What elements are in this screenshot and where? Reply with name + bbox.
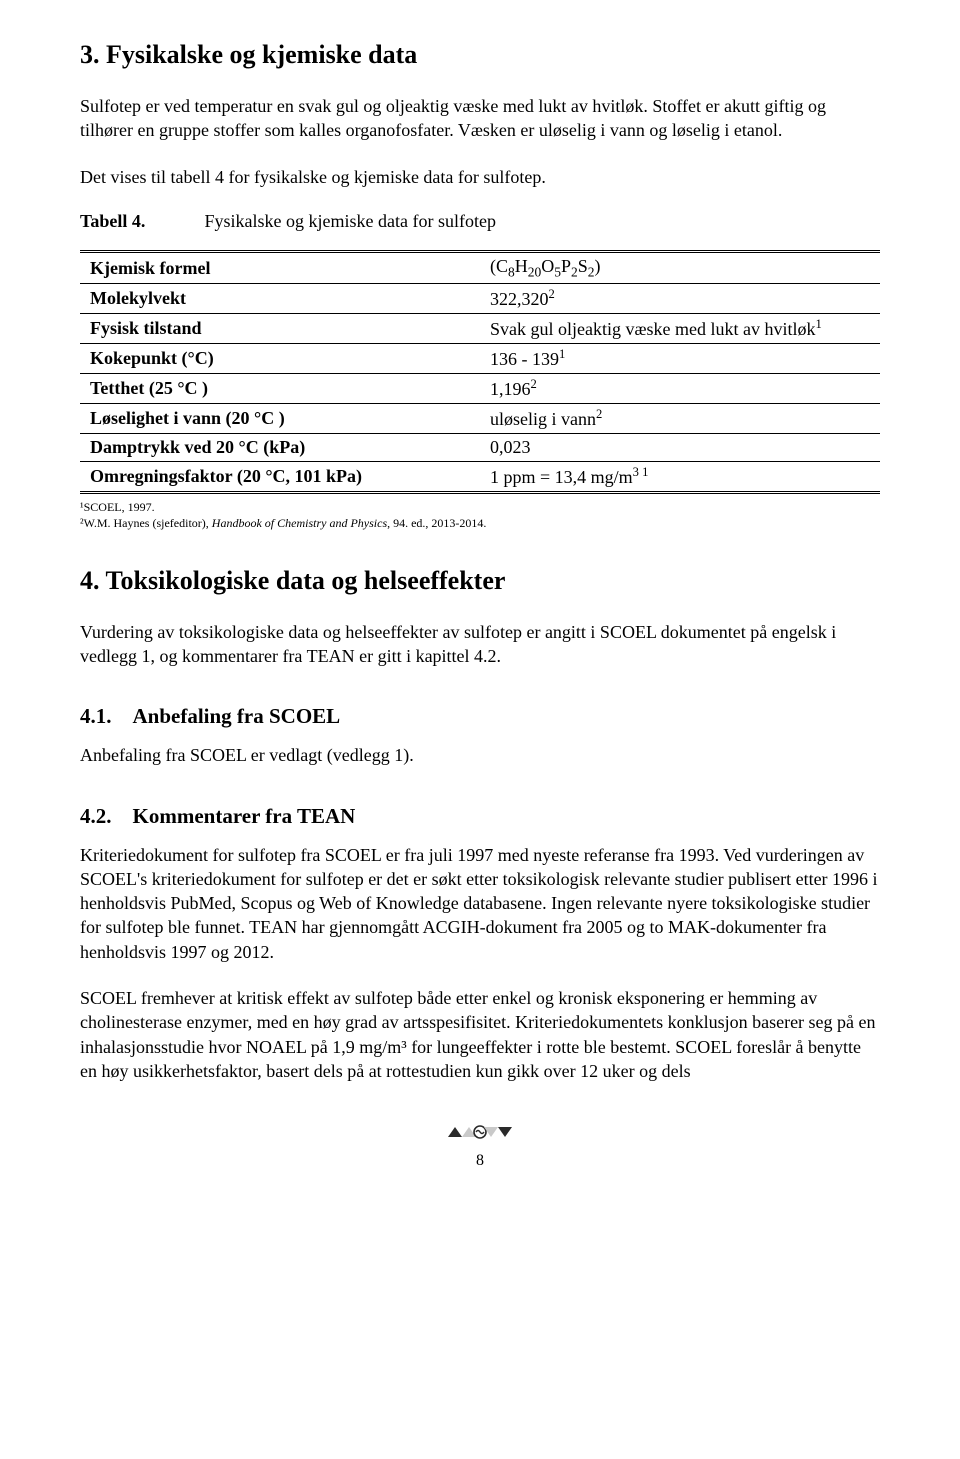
table-cell-key: Kjemisk formel bbox=[80, 251, 480, 284]
section-4-2-para-2: SCOEL fremhever at kritisk effekt av sul… bbox=[80, 986, 880, 1083]
table-cell-key: Tetthet (25 °C ) bbox=[80, 374, 480, 404]
table-cell-value: 322,3202 bbox=[480, 284, 880, 314]
table-4-caption: Tabell 4. Fysikalske og kjemiske data fo… bbox=[80, 211, 880, 232]
table-cell-value: Svak gul oljeaktig væske med lukt av hvi… bbox=[480, 314, 880, 344]
table-cell-key: Fysisk tilstand bbox=[80, 314, 480, 344]
table-cell-value: 0,023 bbox=[480, 434, 880, 462]
table-4: Kjemisk formel(C8H20O5P2S2)Molekylvekt32… bbox=[80, 250, 880, 495]
page-number: 8 bbox=[80, 1152, 880, 1170]
table-cell-value: (C8H20O5P2S2) bbox=[480, 251, 880, 284]
table-4-caption-label: Tabell 4. bbox=[80, 211, 200, 232]
page-footer: 8 bbox=[80, 1121, 880, 1170]
table-cell-value: 136 - 1391 bbox=[480, 344, 880, 374]
table-cell-key: Molekylvekt bbox=[80, 284, 480, 314]
footnote-1: ¹SCOEL, 1997. bbox=[80, 500, 880, 516]
table-cell-key: Løselighet i vann (20 °C ) bbox=[80, 404, 480, 434]
table-cell-key: Kokepunkt (°C) bbox=[80, 344, 480, 374]
section-3-heading: 3. Fysikalske og kjemiske data bbox=[80, 40, 880, 70]
footnote-2: ²W.M. Haynes (sjefeditor), Handbook of C… bbox=[80, 516, 880, 532]
section-4-2-heading: 4.2. Kommentarer fra TEAN bbox=[80, 804, 880, 829]
table-row: Løselighet i vann (20 °C )uløselig i van… bbox=[80, 404, 880, 434]
table-cell-value: 1,1962 bbox=[480, 374, 880, 404]
table-row: Kokepunkt (°C)136 - 1391 bbox=[80, 344, 880, 374]
table-4-footnotes: ¹SCOEL, 1997. ²W.M. Haynes (sjefeditor),… bbox=[80, 500, 880, 531]
section-4-1-text: Anbefaling fra SCOEL er vedlagt (vedlegg… bbox=[80, 743, 880, 767]
table-cell-key: Omregningsfaktor (20 °C, 101 kPa) bbox=[80, 462, 480, 493]
table-row: Damptrykk ved 20 °C (kPa)0,023 bbox=[80, 434, 880, 462]
table-cell-key: Damptrykk ved 20 °C (kPa) bbox=[80, 434, 480, 462]
table-row: Omregningsfaktor (20 °C, 101 kPa)1 ppm =… bbox=[80, 462, 880, 493]
table-row: Tetthet (25 °C )1,1962 bbox=[80, 374, 880, 404]
section-3-para-2: Det vises til tabell 4 for fysikalske og… bbox=[80, 165, 880, 189]
table-row: Kjemisk formel(C8H20O5P2S2) bbox=[80, 251, 880, 284]
table-row: Fysisk tilstandSvak gul oljeaktig væske … bbox=[80, 314, 880, 344]
footer-logo-icon bbox=[448, 1121, 512, 1139]
table-4-caption-text: Fysikalske og kjemiske data for sulfotep bbox=[205, 211, 496, 231]
table-cell-value: uløselig i vann2 bbox=[480, 404, 880, 434]
table-cell-value: 1 ppm = 13,4 mg/m3 1 bbox=[480, 462, 880, 493]
section-4-heading: 4. Toksikologiske data og helseeffekter bbox=[80, 566, 880, 596]
table-row: Molekylvekt322,3202 bbox=[80, 284, 880, 314]
section-4-2-para-1: Kriteriedokument for sulfotep fra SCOEL … bbox=[80, 843, 880, 964]
section-4-1-heading: 4.1. Anbefaling fra SCOEL bbox=[80, 704, 880, 729]
section-3-para-1: Sulfotep er ved temperatur en svak gul o… bbox=[80, 94, 880, 143]
section-4-intro: Vurdering av toksikologiske data og hels… bbox=[80, 620, 880, 669]
